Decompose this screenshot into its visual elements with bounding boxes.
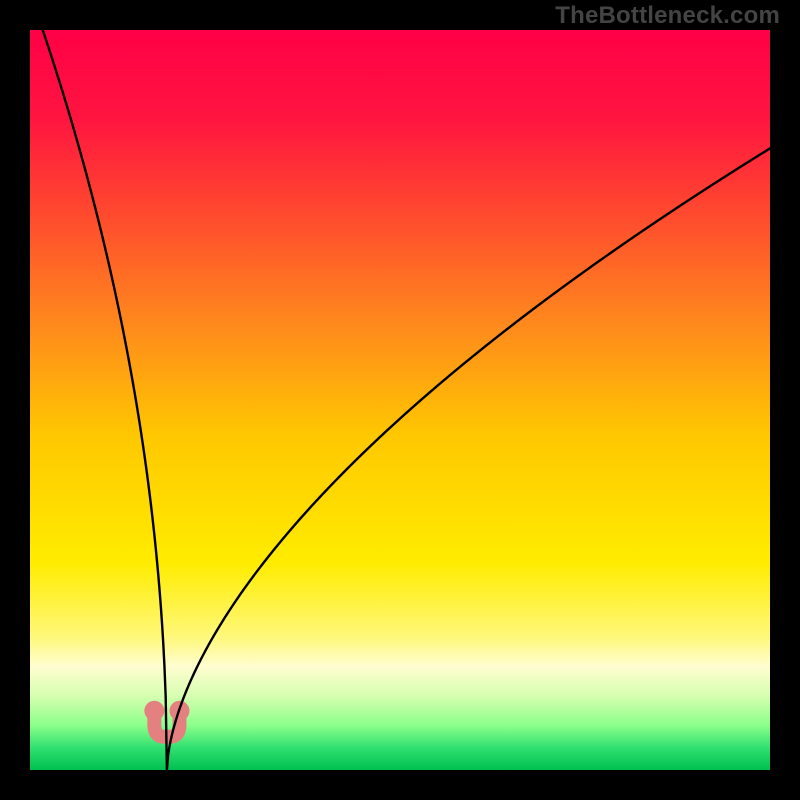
- chart-frame: TheBottleneck.com: [0, 0, 800, 800]
- watermark-text: TheBottleneck.com: [555, 2, 780, 30]
- minimum-dot-left: [144, 701, 164, 721]
- heat-gradient-background: [30, 30, 770, 770]
- bottleneck-chart-svg: [0, 0, 800, 800]
